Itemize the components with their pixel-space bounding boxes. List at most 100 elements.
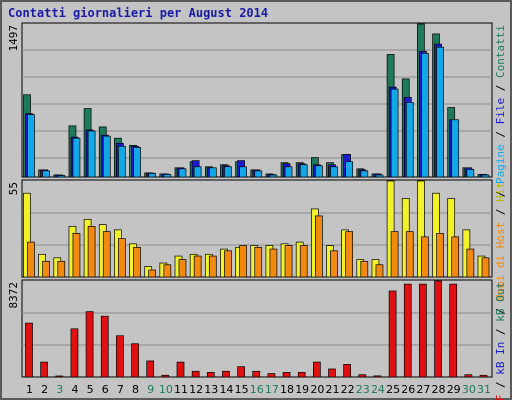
bar-middle-kb-day-23	[360, 260, 369, 278]
x-axis-label: 31	[477, 383, 491, 396]
bar-bottom-kb-f-day-2	[40, 361, 49, 378]
legend-entry: Contatti	[494, 25, 507, 78]
bar-top-hit-day-17	[269, 174, 278, 178]
x-axis-label: 20	[310, 383, 324, 396]
bar-middle-kb-day-28	[436, 233, 444, 278]
bar-top-hit-day-13	[208, 167, 217, 178]
bar-middle-kb-day-16	[254, 246, 263, 278]
x-axis-label: 3	[56, 383, 63, 396]
bar-bottom-kb-f-day-16	[252, 370, 261, 378]
bar-top-hit-day-4	[72, 137, 81, 178]
bar-middle-kb-day-15	[239, 245, 247, 278]
bar-bottom-kb-f-day-12	[191, 370, 200, 378]
x-axis-label: 12	[189, 383, 203, 396]
legend-entry: /	[494, 184, 507, 197]
x-axis-label: 26	[401, 383, 415, 396]
legend-entry: File	[494, 98, 507, 125]
bar-bottom-kb-f-day-25	[388, 290, 397, 378]
bar-bottom-kb-f-day-13	[206, 372, 215, 378]
bar-top-hit-day-18	[284, 166, 293, 178]
bar-middle-kb-day-14	[224, 250, 232, 278]
panel-bottom	[21, 279, 493, 378]
x-axis-label: 29	[447, 383, 461, 396]
bar-middle-kb-day-6	[102, 231, 111, 278]
x-axis-label: 22	[341, 383, 355, 396]
bar-bottom-kb-f-day-20	[313, 361, 321, 378]
bar-bottom-kb-f-day-14	[222, 370, 230, 378]
bar-bottom-kb-f-day-28	[434, 280, 442, 378]
x-axis-label: 15	[235, 383, 249, 396]
bar-bottom-kb-f-day-29	[449, 283, 458, 378]
bar-middle-file-day-27	[417, 180, 425, 278]
legend-entry: /	[494, 322, 507, 342]
bar-middle-kb-day-8	[133, 246, 141, 278]
bar-middle-kb-day-12	[193, 255, 202, 278]
bar-bottom-kb-f-day-8	[131, 343, 139, 378]
bar-middle-kb-day-18	[284, 245, 293, 278]
x-axis-label: 6	[102, 383, 109, 396]
bar-bottom-kb-f-day-27	[419, 283, 427, 378]
bar-top-hit-day-24	[375, 174, 384, 178]
x-axis-label: 14	[219, 383, 233, 396]
bar-top-hit-day-28	[436, 46, 444, 178]
legend-entry: /	[494, 124, 507, 144]
x-axis-label: 24	[371, 383, 385, 396]
bar-bottom-kb-f-day-24	[373, 375, 382, 378]
legend-0: / Pagine / File / Contatti	[494, 25, 507, 197]
bar-middle-kb-day-30	[466, 248, 475, 278]
legend-entry: /	[494, 202, 507, 222]
bar-bottom-kb-f-day-26	[403, 283, 412, 378]
bar-middle-kb-day-17	[269, 248, 278, 278]
bar-middle-kb-day-29	[451, 236, 460, 278]
x-axis-label: 13	[204, 383, 218, 396]
bar-middle-kb-day-26	[405, 231, 414, 278]
x-axis-label: 9	[147, 383, 154, 396]
bar-bottom-kb-f-day-31	[479, 374, 488, 378]
bar-middle-kb-day-20	[315, 215, 323, 278]
bar-top-hit-day-23	[360, 170, 369, 178]
bar-middle-kb-day-10	[163, 264, 172, 278]
x-axis-label: 19	[295, 383, 309, 396]
bar-bottom-kb-f-day-22	[343, 364, 351, 378]
x-axis-label: 16	[250, 383, 264, 396]
x-axis-label: 1	[26, 383, 33, 396]
bar-top-hit-day-8	[133, 147, 141, 178]
bar-top-hit-day-14	[224, 166, 232, 178]
y-axis-max-label: 1497	[7, 25, 20, 52]
bar-middle-file-day-25	[386, 180, 395, 278]
bar-bottom-kb-f-day-17	[267, 373, 276, 378]
bar-middle-kb-day-1	[27, 241, 35, 278]
bar-middle-kb-day-7	[118, 238, 126, 278]
bar-top-hit-day-11	[178, 168, 187, 178]
y-axis-max-label: 55	[7, 182, 20, 195]
bar-top-hit-day-12	[193, 166, 202, 178]
bar-middle-kb-day-31	[481, 257, 490, 278]
bar-top-hit-day-29	[451, 119, 460, 178]
x-axis-label: 18	[280, 383, 294, 396]
bar-bottom-kb-f-day-5	[85, 311, 94, 378]
bar-top-hit-day-25	[390, 88, 399, 178]
bar-top-hit-day-1	[27, 114, 35, 178]
bar-bottom-kb-f-day-9	[146, 360, 155, 378]
bar-bottom-kb-f-day-6	[100, 315, 109, 378]
bar-middle-kb-day-13	[208, 255, 217, 278]
legend-entry: kB F	[494, 395, 507, 400]
bar-bottom-kb-f-day-10	[161, 374, 170, 378]
bar-bottom-kb-f-day-7	[116, 335, 124, 378]
bar-middle-kb-day-24	[375, 264, 384, 278]
x-axis-label: 2	[41, 383, 48, 396]
bar-top-hit-day-2	[42, 170, 51, 178]
bar-top-hit-day-3	[57, 175, 66, 178]
bar-bottom-kb-f-day-19	[297, 372, 306, 378]
legend-1: / Nomi di Host / Hit	[494, 182, 507, 314]
legend-entry: kB Out	[494, 282, 507, 322]
x-axis-label: 4	[71, 383, 78, 396]
x-axis-label: 7	[117, 383, 124, 396]
bar-middle-kb-day-21	[330, 250, 338, 278]
bar-middle-kb-day-3	[57, 260, 66, 278]
bar-top-hit-day-15	[239, 166, 247, 178]
legend-entry: /	[494, 78, 507, 98]
bar-middle-kb-day-27	[421, 236, 429, 278]
bar-top-hit-day-19	[299, 164, 308, 178]
